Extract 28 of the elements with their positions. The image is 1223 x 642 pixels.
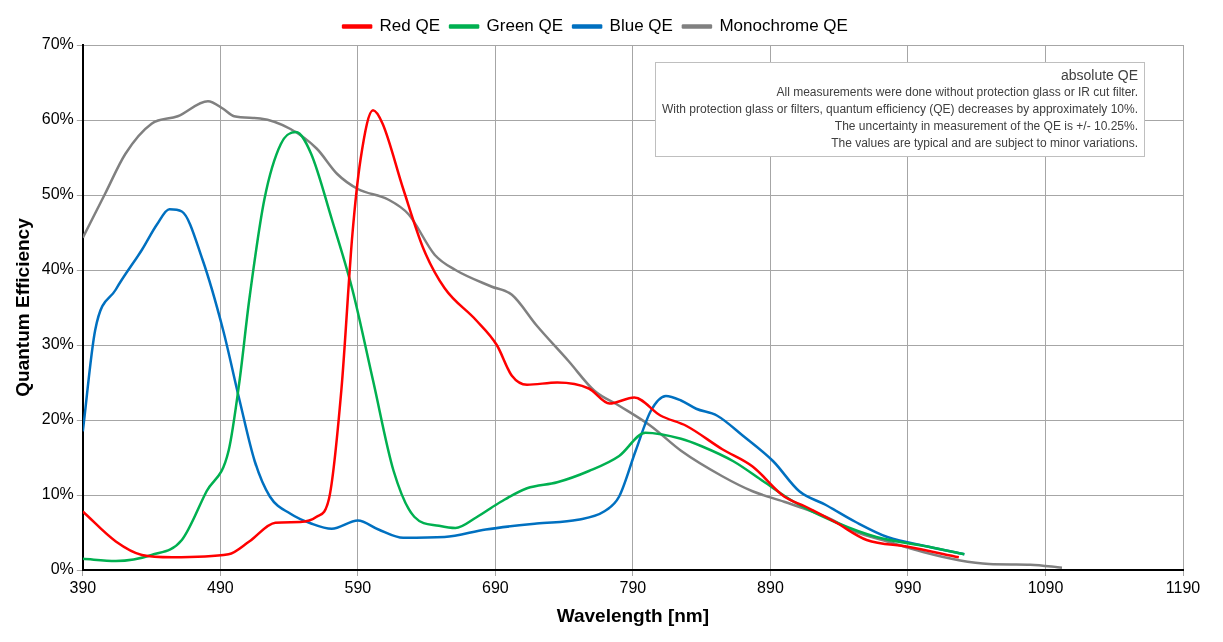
x-axis-title: Wavelength [nm]	[556, 604, 710, 626]
y-tick-label: 30%	[41, 335, 74, 353]
x-tick-label: 1090	[1027, 579, 1064, 597]
annotation: The uncertainty in measurement of the QE is +/- 10.25%.	[833, 118, 1138, 135]
x-tick-label: 990	[894, 579, 922, 597]
x-tick-label: 490	[206, 579, 234, 597]
x-tick-label: 790	[619, 579, 647, 597]
y-tick-label: 70%	[41, 35, 74, 53]
y-axis-title: Quantum Efficiency	[11, 217, 33, 397]
annotation: With protection glass or filters, quantum efficiency (QE) decreases by approximately 10%.	[662, 101, 1138, 118]
annotation: All measurements were done without protection glass or IR cut filter.	[775, 84, 1138, 101]
y-tick-label: 50%	[41, 185, 74, 203]
y-tick-label: 20%	[41, 410, 74, 428]
y-tick-label: 40%	[41, 260, 74, 278]
x-tick-label: 1190	[1165, 579, 1201, 597]
legend-label: Green QE	[486, 16, 564, 36]
y-tick-label: 0%	[50, 560, 74, 578]
x-tick-label: 890	[757, 579, 784, 597]
legend-label: Red QE	[379, 16, 441, 36]
y-tick-label: 60%	[41, 110, 74, 128]
x-tick-label: 390	[69, 579, 97, 597]
x-tick-label: 690	[482, 579, 509, 597]
legend-label: Blue QE	[609, 16, 673, 36]
annotation: The values are typical and are subject to minor variations.	[830, 135, 1138, 152]
y-tick-label: 10%	[41, 485, 74, 503]
legend-label: Monochrome QE	[719, 16, 848, 36]
x-tick-label: 590	[344, 579, 372, 597]
annotation: absolute QE	[1059, 67, 1138, 84]
